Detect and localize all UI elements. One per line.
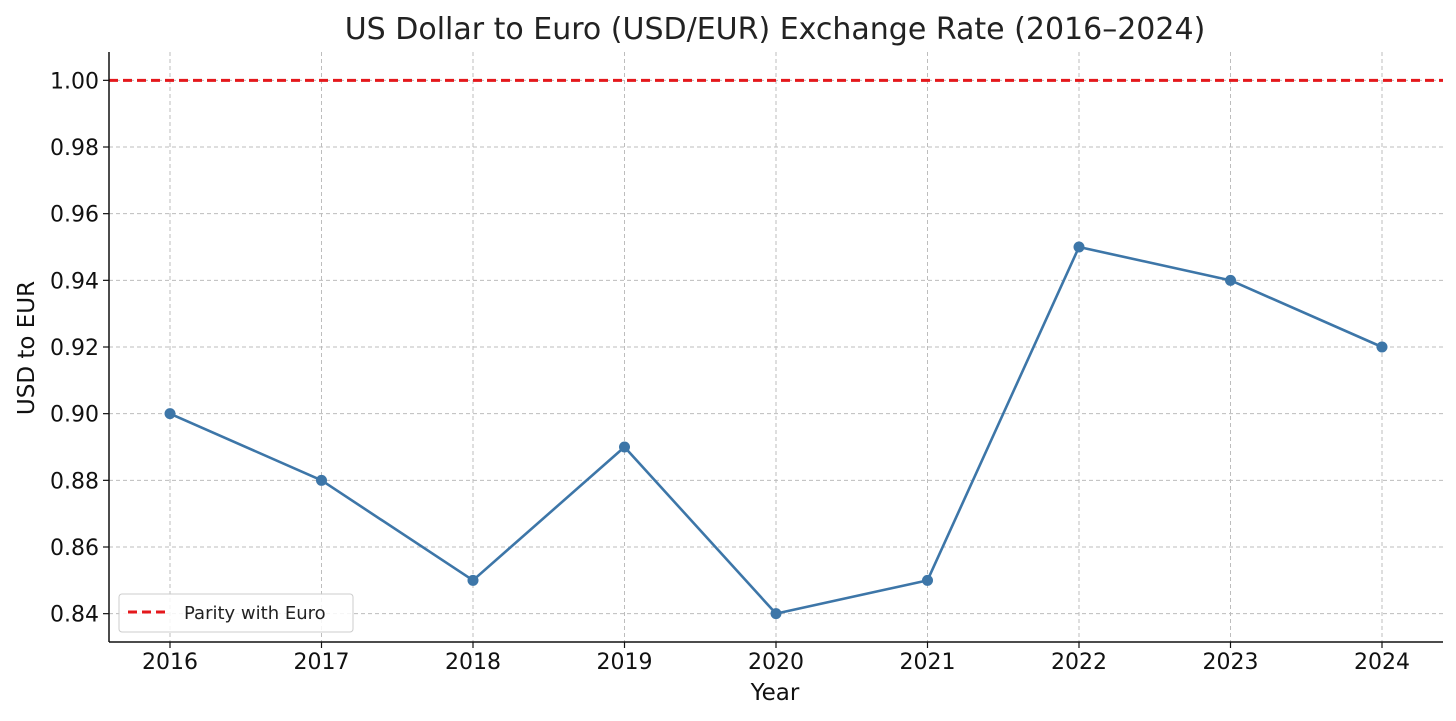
data-point: [1376, 341, 1388, 353]
chart-title: US Dollar to Euro (USD/EUR) Exchange Rat…: [345, 12, 1206, 47]
y-tick-label: 0.84: [50, 603, 99, 628]
data-point: [467, 574, 479, 586]
data-point: [1225, 274, 1236, 286]
legend-box: [118, 593, 354, 633]
series: [164, 241, 1388, 620]
data-point: [316, 474, 327, 486]
x-tick-label: 2024: [1354, 650, 1410, 675]
y-tick-label: 0.90: [50, 403, 99, 428]
x-tick-label: 2022: [1051, 650, 1107, 675]
data-point: [922, 574, 933, 586]
y-tick-label: 0.94: [50, 269, 99, 294]
data-point: [619, 441, 630, 453]
grid: [109, 52, 1443, 642]
axes: [103, 52, 1443, 648]
x-tick-label: 2018: [445, 650, 501, 675]
y-tick-label: 0.88: [50, 469, 99, 494]
x-tick-label: 2020: [748, 650, 804, 675]
data-point: [164, 408, 176, 420]
y-tick-label: 1.00: [50, 69, 99, 94]
x-tick-label: 2023: [1203, 650, 1259, 675]
y-tick-label: 0.98: [50, 136, 99, 161]
y-axis-title: USD to EUR: [14, 281, 40, 415]
tick-labels: 2016 2017 2018 2019 2020 2021 2022 2023 2024 0.84…: [50, 69, 1410, 675]
legend: Parity with Euro: [118, 593, 354, 633]
x-tick-label: 2021: [900, 650, 956, 675]
y-tick-label: 0.86: [50, 536, 99, 561]
x-tick-label: 2017: [294, 650, 350, 675]
legend-label-parity: Parity with Euro: [184, 603, 326, 624]
x-axis-title: Year: [750, 680, 800, 706]
x-tick-label: 2019: [597, 650, 653, 675]
x-tick-label: 2016: [142, 650, 198, 675]
y-tick-label: 0.96: [50, 203, 99, 228]
data-point: [1073, 241, 1085, 253]
data-point: [770, 608, 782, 620]
y-tick-label: 0.92: [50, 336, 99, 361]
